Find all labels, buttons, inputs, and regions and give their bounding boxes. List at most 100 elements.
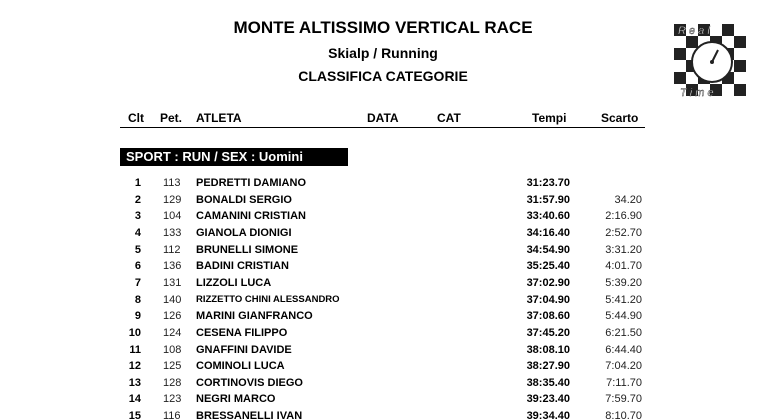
- race-subtitle: Skialp / Running: [328, 45, 438, 61]
- table-row: 1 113 PEDRETTI DAMIANO 31:23.70: [0, 175, 766, 191]
- athlete-name: BADINI CRISTIAN: [196, 260, 289, 273]
- time: 31:23.70: [526, 177, 570, 189]
- bib-number: 112: [163, 243, 181, 256]
- gap: 5:41.20: [605, 293, 642, 306]
- gap: 6:21.50: [605, 326, 642, 339]
- rank: 3: [134, 210, 141, 223]
- time: 39:23.40: [526, 393, 570, 406]
- table-row: 13 128 CORTINOVIS DIEGO 38:35.40 7:11.70: [0, 375, 766, 391]
- time: 34:16.40: [526, 226, 570, 239]
- table-row: 2 129 BONALDI SERGIO 31:57.90 34.20: [0, 192, 766, 208]
- col-header-pet: Pet.: [160, 111, 183, 125]
- bib-number: 125: [163, 360, 182, 373]
- gap: 6:44.40: [605, 343, 642, 356]
- time: 35:25.40: [526, 260, 570, 273]
- time: 38:27.90: [526, 360, 570, 373]
- time: 38:08.10: [526, 343, 570, 356]
- athlete-name: GNAFFINI DAVIDE: [196, 343, 292, 356]
- athlete-name: RIZZETTO CHINI ALESSANDRO: [196, 293, 340, 305]
- athlete-name: BRUNELLI SIMONE: [196, 243, 299, 256]
- athlete-name: LIZZOLI LUCA: [196, 276, 272, 289]
- athlete-name: BRESSANELLI IVAN: [196, 410, 303, 420]
- bib-number: 128: [163, 376, 182, 389]
- table-row: 6 136 BADINI CRISTIAN 35:25.40 4:01.70: [0, 258, 766, 274]
- athlete-name: BONALDI SERGIO: [196, 193, 292, 206]
- col-header-cat: CAT: [437, 111, 461, 125]
- rank: 4: [134, 226, 141, 239]
- gap: 5:39.20: [605, 276, 642, 289]
- table-row: 5 112 BRUNELLI SIMONE 34:54.90 3:31.20: [0, 242, 766, 258]
- rank: 5: [134, 243, 141, 256]
- col-header-tempi: Tempi: [532, 111, 567, 125]
- rank: 11: [129, 343, 141, 356]
- gap: 7:59.70: [605, 393, 642, 406]
- bib-number: 104: [163, 210, 182, 223]
- athlete-name: CAMANINI CRISTIAN: [196, 210, 306, 223]
- gap: 8:10.70: [605, 410, 642, 420]
- rank: 2: [134, 193, 141, 206]
- bib-number: 131: [163, 276, 182, 289]
- table-row: 8 140 RIZZETTO CHINI ALESSANDRO 37:04.90 5:4…: [0, 292, 766, 308]
- gap: 5:44.90: [605, 310, 642, 323]
- table-row: 12 125 COMINOLI LUCA 38:27.90 7:04.20: [0, 358, 766, 374]
- section-header: SPORT : RUN / SEX : Uomini: [120, 148, 348, 166]
- athlete-name: GIANOLA DIONIGI: [196, 226, 292, 239]
- rank: 7: [134, 276, 141, 289]
- table-row: 14 123 NEGRI MARCO 39:23.40 7:59.70: [0, 391, 766, 407]
- table-row: 3 104 CAMANINI CRISTIAN 33:40.60 2:16.90: [0, 208, 766, 224]
- gap: 34.20: [614, 193, 642, 206]
- rank: 13: [128, 376, 141, 389]
- report-title: CLASSIFICA CATEGORIE: [298, 68, 468, 84]
- athlete-name: COMINOLI LUCA: [196, 360, 285, 373]
- time: 34:54.90: [526, 243, 570, 256]
- gap: 4:01.70: [605, 260, 642, 273]
- table-row: 15 116 BRESSANELLI IVAN 39:34.40 8:10.70: [0, 408, 766, 420]
- col-header-clt: Clt: [128, 111, 144, 125]
- gap: 3:31.20: [605, 243, 642, 256]
- bib-number: 123: [163, 393, 182, 406]
- time: 33:40.60: [526, 210, 570, 223]
- time: 37:04.90: [526, 293, 570, 306]
- rank: 10: [128, 326, 141, 339]
- bib-number: 113: [163, 177, 181, 189]
- gap: 7:11.70: [606, 376, 642, 389]
- table-row: 4 133 GIANOLA DIONIGI 34:16.40 2:52.70: [0, 225, 766, 241]
- time: 37:02.90: [526, 276, 570, 289]
- gap: 2:16.90: [605, 210, 642, 223]
- time: 37:08.60: [526, 310, 570, 323]
- athlete-name: PEDRETTI DAMIANO: [196, 177, 306, 189]
- bib-number: 136: [163, 260, 182, 273]
- bib-number: 126: [163, 310, 182, 323]
- athlete-name: CORTINOVIS DIEGO: [196, 376, 303, 389]
- bib-number: 124: [163, 326, 182, 339]
- time: 37:45.20: [526, 326, 570, 339]
- col-header-data: DATA: [367, 111, 399, 125]
- time: 39:34.40: [526, 410, 570, 420]
- race-title: MONTE ALTISSIMO VERTICAL RACE: [233, 18, 533, 37]
- table-row: 7 131 LIZZOLI LUCA 37:02.90 5:39.20: [0, 275, 766, 291]
- rank: 14: [128, 393, 141, 406]
- time: 31:57.90: [526, 193, 570, 206]
- bib-number: 116: [163, 410, 181, 420]
- table-row: 10 124 CESENA FILIPPO 37:45.20 6:21.50: [0, 325, 766, 341]
- bib-number: 108: [163, 343, 182, 356]
- athlete-name: MARINI GIANFRANCO: [196, 310, 313, 323]
- rank: 6: [134, 260, 141, 273]
- gap: 7:04.20: [605, 360, 642, 373]
- rank: 8: [134, 293, 141, 306]
- athlete-name: NEGRI MARCO: [196, 393, 276, 406]
- svg-text:R e a l: R e a l: [678, 25, 710, 37]
- athlete-name: CESENA FILIPPO: [196, 326, 288, 339]
- bib-number: 140: [163, 293, 182, 306]
- gap: 2:52.70: [605, 226, 642, 239]
- table-row: 11 108 GNAFFINI DAVIDE 38:08.10 6:44.40: [0, 342, 766, 358]
- real-time-logo-icon: R e a l T i m e: [674, 24, 746, 99]
- header-divider: [120, 127, 645, 128]
- col-header-scarto: Scarto: [601, 111, 639, 125]
- time: 38:35.40: [526, 376, 570, 389]
- svg-text:T i m e: T i m e: [680, 87, 714, 99]
- rank: 15: [128, 410, 141, 420]
- rank: 9: [134, 310, 141, 323]
- col-header-atleta: ATLETA: [196, 111, 242, 125]
- rank: 1: [134, 177, 141, 189]
